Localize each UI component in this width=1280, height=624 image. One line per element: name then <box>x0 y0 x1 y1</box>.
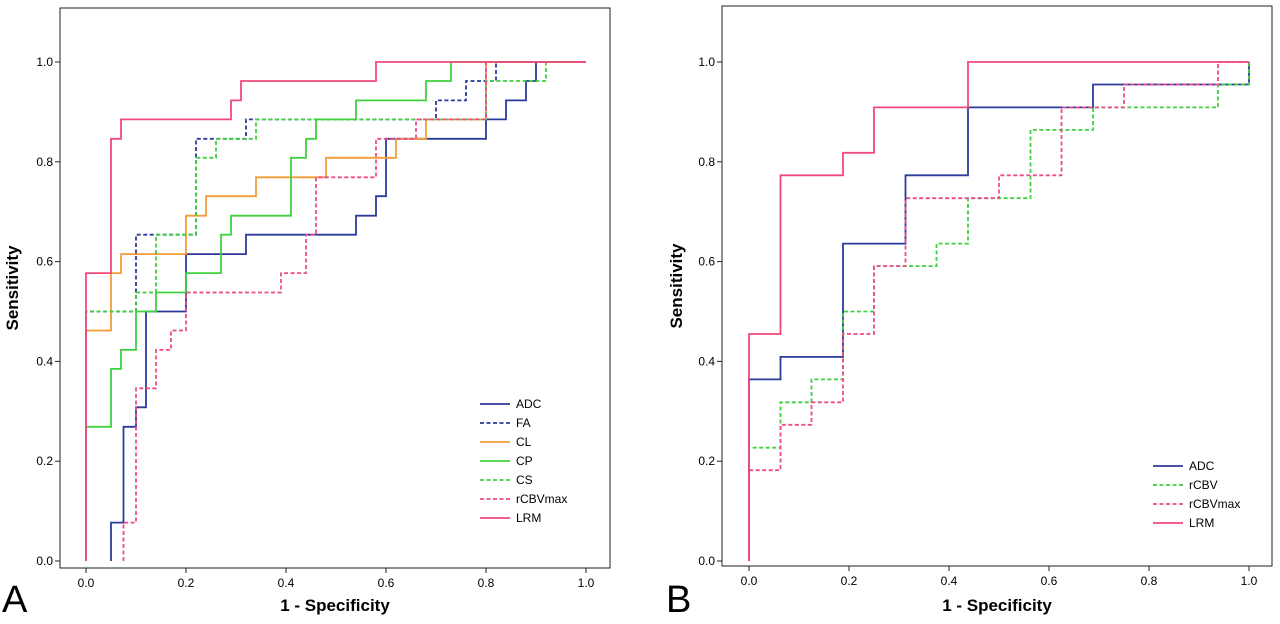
x-tick-label: 0.2 <box>178 576 195 590</box>
x-tick-label: 0.8 <box>478 576 495 590</box>
series-line-rcbvmax <box>122 61 586 561</box>
series-line-cl <box>85 61 586 561</box>
legend-label: rCBV <box>1189 478 1218 492</box>
legend-label: FA <box>516 416 531 430</box>
x-axis-title: 1 - Specificity <box>280 596 390 615</box>
legend-label: CS <box>516 473 533 487</box>
series-line-fa <box>85 61 586 561</box>
legend-label: CP <box>516 454 533 468</box>
x-tick-label: 0.8 <box>1141 574 1158 588</box>
x-axis-title: 1 - Specificity <box>942 596 1052 615</box>
legend-label: LRM <box>516 511 541 525</box>
legend-label: rCBVmax <box>1189 497 1240 511</box>
chart-panel-a: 0.0 0.2 0.4 0.6 0.8 1.0 0.0 0.2 0.4 0.6 0.8 1.0 1 - … <box>2 7 611 621</box>
panel-letter: A <box>2 579 28 619</box>
y-tick-label: 0.2 <box>36 454 53 468</box>
y-tick-label: 0.6 <box>36 255 53 269</box>
legend-label: CL <box>516 435 532 449</box>
y-tick-label: 1.0 <box>36 55 53 69</box>
series-line-cp <box>85 61 586 561</box>
x-tick-label: 0.4 <box>278 576 295 590</box>
legend-label: LRM <box>1189 516 1214 530</box>
legend: ADC FA CL CP CS rCBVmax LRM <box>480 397 567 525</box>
series-line-lrm <box>748 61 1249 561</box>
legend: ADC rCBV rCBVmax LRM <box>1153 459 1240 530</box>
chart-panel-b: 0.0 0.2 0.4 0.6 0.8 1.0 0.0 0.2 0.4 0.6 0.8 1.0 1 - … <box>666 5 1273 621</box>
x-tick-label: 0.6 <box>378 576 395 590</box>
y-axis-title: Sensitivity <box>667 243 686 329</box>
y-tick-label: 0.2 <box>698 454 715 468</box>
plot-frame <box>721 5 1273 567</box>
x-tick-label: 0.0 <box>741 574 758 588</box>
y-tick-label: 0.0 <box>36 554 53 568</box>
y-axis-title: Sensitivity <box>3 245 22 331</box>
series-line-rcbvmax <box>748 61 1249 561</box>
series-line-lrm <box>85 61 586 561</box>
legend-label: ADC <box>1189 459 1215 473</box>
y-tick-label: 1.0 <box>698 55 715 69</box>
y-tick-label: 0.8 <box>698 155 715 169</box>
x-tick-label: 1.0 <box>578 576 595 590</box>
plot-frame <box>59 7 611 569</box>
legend-label: ADC <box>516 397 542 411</box>
x-tick-label: 1.0 <box>1241 574 1258 588</box>
x-tick-label: 0.2 <box>841 574 858 588</box>
x-tick-label: 0.4 <box>941 574 958 588</box>
x-tick-label: 0.0 <box>78 576 95 590</box>
x-tick-label: 0.6 <box>1041 574 1058 588</box>
y-tick-label: 0.4 <box>698 354 715 368</box>
panel-letter: B <box>666 579 691 619</box>
y-tick-label: 0.6 <box>698 255 715 269</box>
y-tick-label: 0.8 <box>36 155 53 169</box>
y-tick-label: 0.0 <box>698 554 715 568</box>
y-tick-label: 0.4 <box>36 354 53 368</box>
legend-label: rCBVmax <box>516 492 567 506</box>
series-line-rcbv <box>748 62 1250 561</box>
